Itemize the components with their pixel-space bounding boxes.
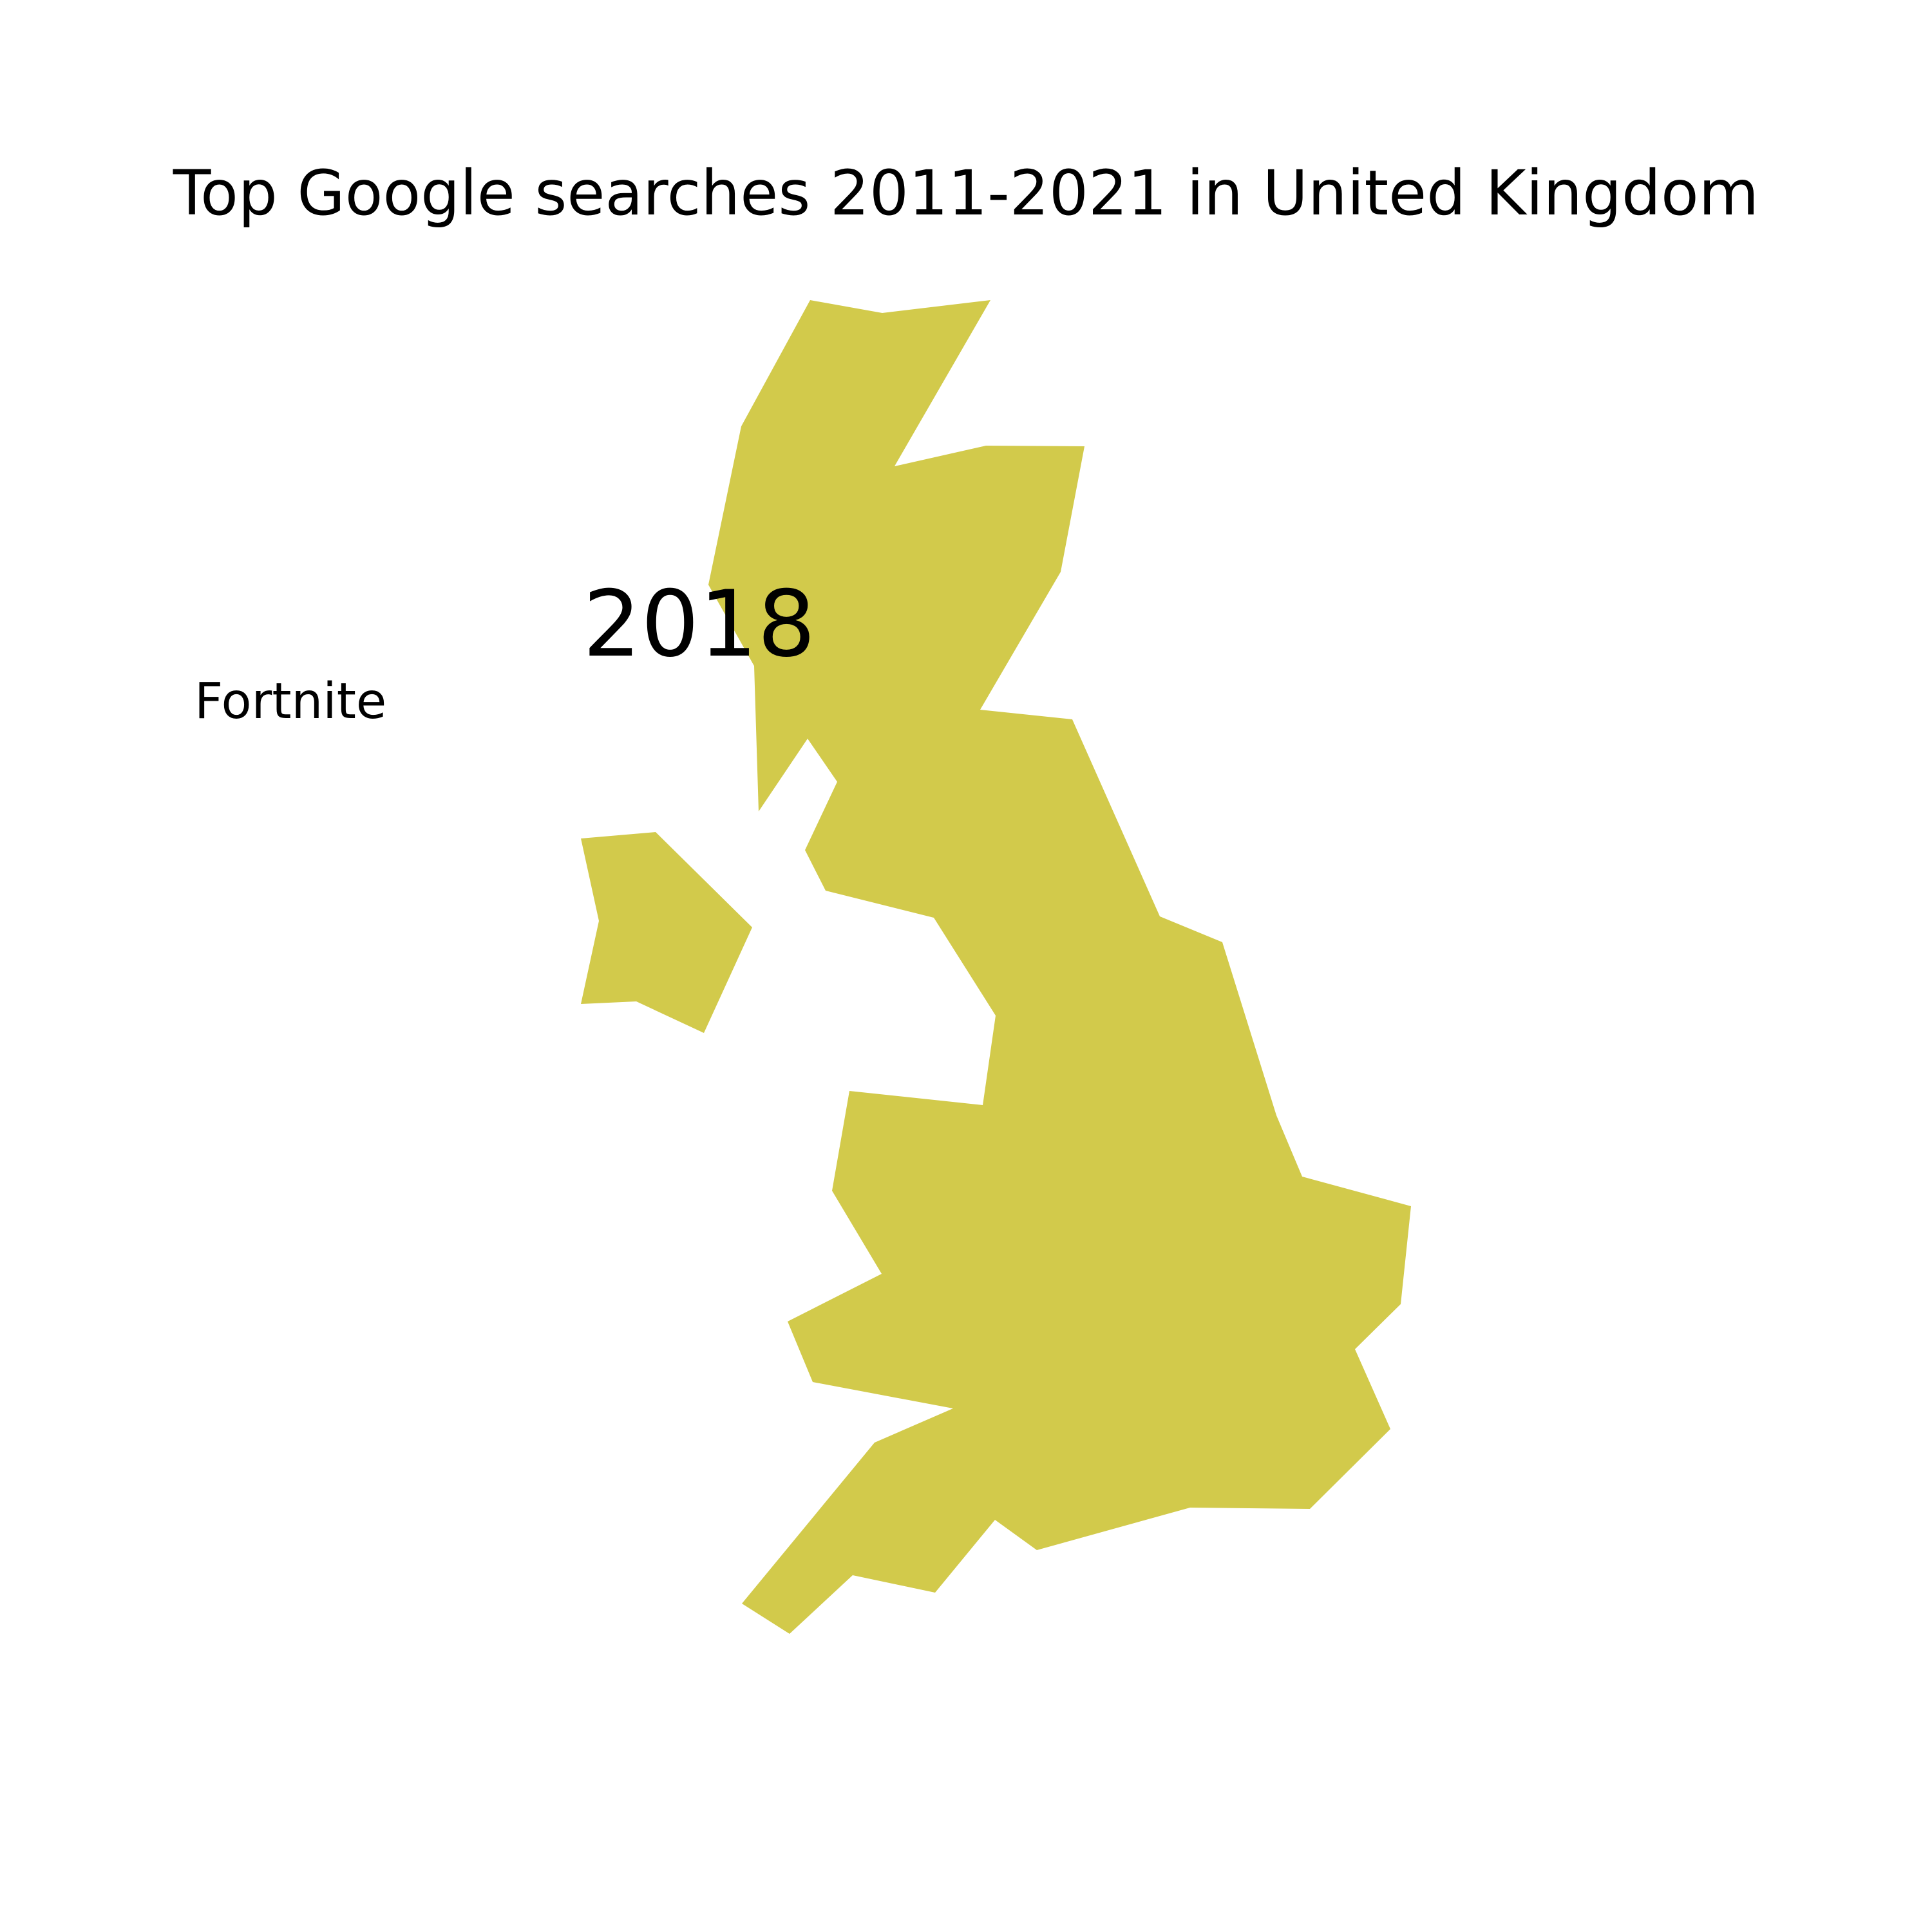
northern-ireland-shape xyxy=(581,832,752,1033)
year-label: 2018 xyxy=(583,571,816,677)
great-britain-shape xyxy=(708,300,1411,1634)
top-search-label: Fortnite xyxy=(194,673,387,730)
map-title: Top Google searches 2011-2021 in United … xyxy=(173,157,1759,229)
